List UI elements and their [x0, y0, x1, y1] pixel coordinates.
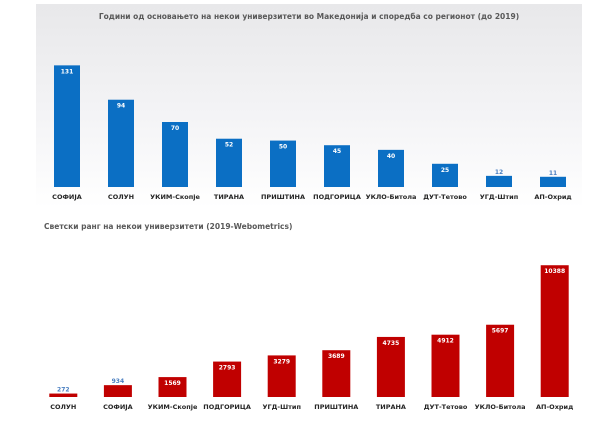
category-label: ПРИШТИНА [261, 193, 305, 201]
category-label: ПОДГОРИЦА [203, 403, 251, 411]
age-chart-title: Години од основањето на некои универзите… [98, 12, 520, 21]
bar-СОЛУН [108, 99, 134, 187]
value-label: 3279 [273, 358, 290, 365]
value-label: 272 [57, 387, 70, 394]
bar-СОФИЈА [103, 385, 132, 397]
category-label: АП-Охрид [536, 403, 573, 411]
bar-АП-Охрид [540, 176, 566, 187]
category-label: ДУТ-Тетово [423, 193, 467, 201]
value-label: 10388 [544, 268, 565, 275]
value-label: 12 [495, 169, 503, 176]
rank-chart-panel: Светски ранг на некои универзитети (2019… [36, 216, 582, 412]
bar-УГД-Штип [267, 355, 296, 397]
value-label: 3689 [328, 353, 345, 360]
value-label: 11 [549, 170, 557, 177]
bar-ТИРАНА [216, 138, 242, 187]
value-label: 25 [441, 167, 449, 174]
value-label: 5697 [492, 328, 509, 335]
category-label: СОЛУН [108, 193, 134, 201]
bar-ДУТ-Тетово [432, 163, 458, 187]
category-label: ТИРАНА [214, 193, 244, 201]
bar-ПОДГОРИЦА [324, 145, 350, 187]
value-label: 4735 [383, 340, 400, 347]
category-label: УГД-Штип [262, 403, 300, 411]
value-label: 70 [171, 125, 179, 132]
category-label: СОФИЈА [103, 403, 133, 411]
bar-УКЛО-Битола [378, 149, 404, 187]
category-label: УКЛО-Битола [475, 403, 526, 411]
bar-ПРИШТИНА [322, 350, 351, 397]
value-label: 50 [279, 144, 287, 151]
bar-СОЛУН [49, 393, 78, 397]
rank-bar-chart: 272 СОЛУН 934 СОФИЈА 1569 УКИМ-Скопје 2793 ПОДГ… [49, 265, 573, 411]
value-label: 934 [112, 378, 125, 385]
bar-ПОДГОРИЦА [213, 361, 242, 397]
value-label: 131 [61, 68, 74, 75]
value-label: 40 [387, 153, 395, 160]
bar-ПРИШТИНА [270, 140, 296, 187]
rank-chart-title: Светски ранг на некои универзитети (2019… [44, 222, 293, 231]
category-label: АП-Охрид [534, 193, 571, 201]
bar-ДУТ-Тетово [431, 334, 460, 397]
bar-УКИМ-Скопје [158, 377, 187, 397]
bar-УКЛО-Битола [486, 324, 515, 397]
age-bar-chart: 131 СОФИЈА 94 СОЛУН 70 УКИМ-Скопје 52 ТИРАНА 50 П… [52, 65, 572, 201]
category-label: ДУТ-Тетово [424, 403, 468, 411]
value-label: 2793 [219, 365, 236, 372]
age-chart-panel: Години од основањето на некои универзите… [36, 4, 582, 208]
category-label: ПОДГОРИЦА [313, 193, 361, 201]
category-label: УГД-Штип [480, 193, 518, 201]
value-label: 1569 [164, 380, 181, 387]
category-label: УКИМ-Скопје [148, 403, 198, 411]
bar-УКИМ-Скопје [162, 122, 188, 187]
bar-ТИРАНА [376, 336, 405, 397]
bar-УГД-Штип [486, 175, 512, 187]
category-label: ТИРАНА [376, 403, 406, 411]
bar-АП-Охрид [540, 265, 569, 397]
value-label: 45 [333, 148, 341, 155]
category-label: ПРИШТИНА [314, 403, 358, 411]
value-label: 4912 [437, 338, 454, 345]
value-label: 94 [117, 103, 125, 110]
bar-СОФИЈА [54, 65, 80, 187]
value-label: 52 [225, 142, 233, 149]
category-label: СОЛУН [50, 403, 76, 411]
category-label: УКЛО-Битола [366, 193, 417, 201]
category-label: СОФИЈА [52, 193, 82, 201]
category-label: УКИМ-Скопје [150, 193, 200, 201]
